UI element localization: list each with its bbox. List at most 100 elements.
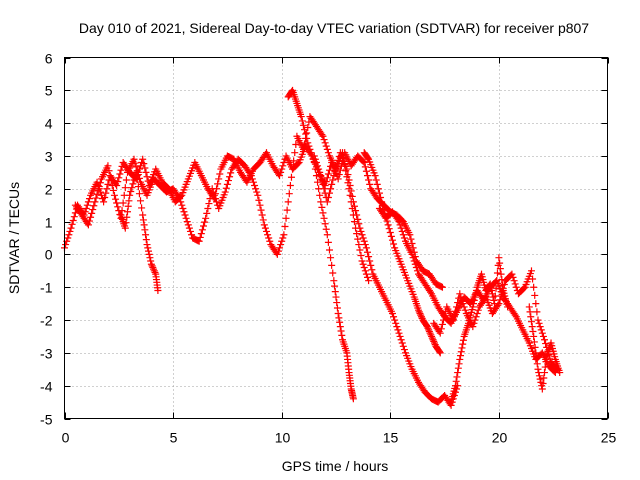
data-point [450, 312, 458, 320]
data-point [298, 117, 306, 125]
data-point [200, 222, 208, 230]
data-point [114, 203, 122, 211]
data-point [85, 195, 93, 203]
data-point [247, 172, 255, 180]
data-point [534, 365, 542, 373]
data-point [314, 162, 322, 170]
data-point [179, 204, 187, 212]
data-point [149, 264, 157, 272]
chart-title: Day 010 of 2021, Sidereal Day-to-day VTE… [79, 20, 589, 36]
data-point [316, 191, 324, 199]
data-point [141, 226, 149, 234]
data-point [320, 185, 328, 193]
data-point [436, 329, 444, 337]
data-point [541, 336, 549, 344]
data-point [412, 264, 420, 272]
data-point [456, 355, 464, 363]
data-point [395, 329, 403, 337]
data-point [452, 377, 460, 385]
data-point [69, 216, 77, 224]
data-point [107, 177, 115, 185]
data-point [486, 280, 494, 288]
data-point [527, 267, 535, 275]
data-point [265, 234, 273, 242]
data-point [363, 248, 371, 256]
data-point [469, 303, 477, 311]
data-point [304, 139, 312, 147]
data-point [358, 257, 366, 265]
data-point [509, 273, 517, 281]
data-point [526, 308, 534, 316]
data-point [460, 303, 468, 311]
data-point [253, 188, 261, 196]
data-point [387, 232, 395, 240]
data-point [291, 149, 299, 157]
data-point [409, 254, 417, 262]
data-point [512, 283, 520, 291]
y-tick-label: -4 [40, 379, 53, 395]
data-point [494, 301, 502, 309]
y-tick-label: -1 [40, 280, 53, 296]
x-tick-label: 5 [170, 430, 178, 446]
data-point [372, 176, 380, 184]
y-tick-label: -2 [40, 313, 53, 329]
data-point [398, 227, 406, 235]
data-point [417, 313, 425, 321]
data-point [538, 385, 546, 393]
data-point [470, 300, 478, 308]
data-point [359, 234, 367, 242]
data-point [100, 198, 108, 206]
data-point [461, 306, 469, 314]
data-point [221, 188, 229, 196]
data-point [329, 269, 337, 277]
data-point [457, 293, 465, 301]
data-point [330, 172, 338, 180]
data-point [128, 184, 136, 192]
data-point [148, 262, 156, 270]
data-point [331, 288, 339, 296]
data-point [116, 170, 124, 178]
data-point [492, 284, 500, 292]
data-point [530, 332, 538, 340]
data-point [438, 320, 446, 328]
data-point [119, 199, 127, 207]
data-point [85, 217, 93, 225]
data-point [408, 250, 416, 258]
data-point [321, 220, 329, 228]
data-point [177, 198, 185, 206]
data-point [113, 199, 121, 207]
data-point [258, 211, 266, 219]
data-point [491, 300, 499, 308]
data-point [324, 149, 332, 157]
data-point [280, 231, 288, 239]
data-point [430, 339, 438, 347]
data-point [495, 254, 503, 262]
data-point [449, 316, 457, 324]
data-point [317, 172, 325, 180]
data-point [472, 290, 480, 298]
data-point [396, 221, 404, 229]
data-point [92, 194, 100, 202]
data-point [133, 167, 141, 175]
data-points [61, 86, 564, 409]
data-point [114, 178, 122, 186]
data-point [319, 132, 327, 140]
data-point [355, 241, 363, 249]
data-point [400, 234, 408, 242]
data-point [357, 252, 365, 260]
data-point [413, 267, 421, 275]
data-point [375, 189, 383, 197]
data-point [184, 221, 192, 229]
data-point [140, 221, 148, 229]
data-point [511, 311, 519, 319]
data-point [534, 316, 542, 324]
data-point [102, 189, 110, 197]
data-point [527, 313, 535, 321]
data-point [508, 270, 516, 278]
data-point [411, 260, 419, 268]
data-point [315, 165, 323, 173]
data-point [400, 346, 408, 354]
data-point [279, 162, 287, 170]
data-point [318, 131, 326, 139]
data-point [109, 186, 117, 194]
